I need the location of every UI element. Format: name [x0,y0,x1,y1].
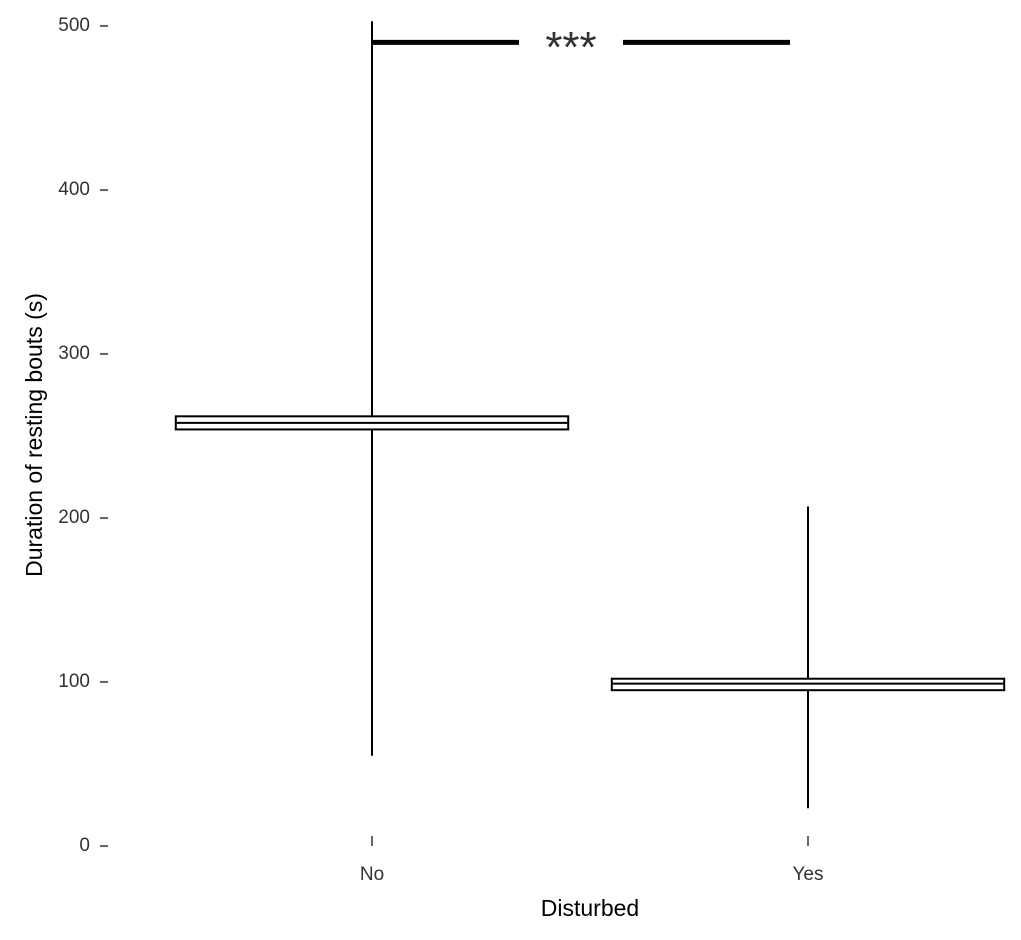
y-tick-label: 400 [58,179,90,200]
y-tick-label: 0 [79,835,90,856]
y-axis-title: Duration of resting bouts (s) [21,293,47,577]
y-tick-label: 200 [58,507,90,528]
x-tick-label: Yes [793,864,824,885]
significance-label: *** [545,23,596,72]
y-tick-label: 500 [58,15,90,36]
x-tick-label: No [360,864,384,885]
y-tick-label: 100 [58,671,90,692]
y-tick-label: 300 [58,343,90,364]
x-axis-title: Disturbed [541,895,639,921]
